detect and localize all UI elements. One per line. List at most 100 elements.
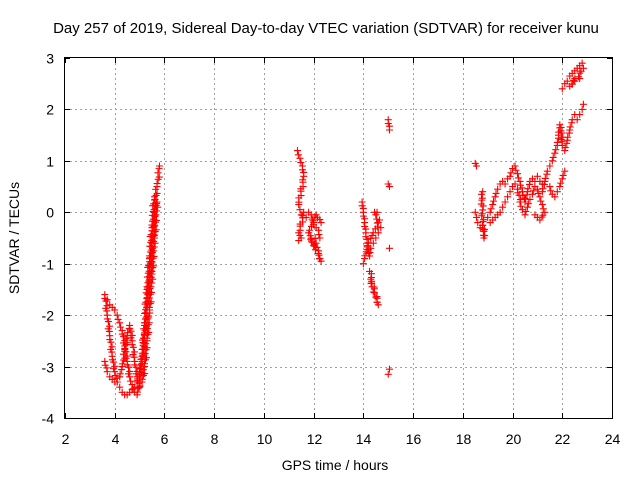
data-series [101,59,587,399]
data-point [514,174,522,182]
data-point [103,296,111,304]
series-arc-2 [293,147,308,245]
data-point [489,201,497,209]
data-point [367,234,375,242]
data-point [152,226,160,234]
data-point [118,360,126,368]
data-point [317,219,325,227]
data-point [538,201,546,209]
data-point [111,306,119,314]
data-point [480,216,488,224]
data-point [316,216,324,224]
data-point [566,123,574,131]
data-point [558,85,566,93]
x-tick-label: 12 [307,431,323,447]
data-point [145,267,153,275]
data-point [549,153,557,161]
series-arc-4c [384,116,393,378]
data-point [579,100,587,108]
data-point [138,355,146,363]
data-point [373,208,381,216]
series-arc-5e [558,59,587,93]
data-point [145,328,153,336]
x-tick-label: 20 [506,431,522,447]
x-tick-label: 4 [112,431,120,447]
data-point [314,249,322,257]
data-point [496,208,504,216]
data-point [577,67,585,75]
data-point [366,267,374,275]
data-point [551,149,559,157]
series-arc-4a [358,198,385,268]
data-point [127,327,135,335]
data-point [129,343,137,351]
data-point [116,370,124,378]
data-point [309,217,317,225]
data-point [143,354,151,362]
data-point [127,334,135,342]
data-point [491,193,499,201]
data-point [385,126,393,134]
data-point [541,174,549,182]
data-point [302,213,310,221]
plot-frame [64,57,613,419]
data-point [140,319,148,327]
data-point [518,206,526,214]
data-point [310,241,318,249]
data-point [557,179,565,187]
data-point [133,388,141,396]
data-point [506,172,514,180]
data-point [534,189,542,197]
series-arc-5a [471,159,489,242]
y-tick-label: -1 [42,257,55,273]
data-point [484,213,492,221]
data-point [558,175,566,183]
data-point [528,190,536,198]
data-point [472,213,480,221]
data-point [539,185,547,193]
data-point [122,354,130,362]
data-point [150,200,158,208]
data-point [294,151,302,159]
data-point [136,375,144,383]
data-point [143,304,151,312]
data-point [539,211,547,219]
data-point [146,242,154,250]
data-point [147,246,155,254]
series-arc-3 [302,208,325,265]
series-arc-1a [101,162,163,399]
data-point [385,183,393,191]
data-point [114,315,122,323]
data-point [547,187,555,195]
data-point [578,59,586,67]
series-arc-1b [101,198,162,391]
data-point [571,77,579,85]
series-arc-5d [538,100,587,201]
data-point [138,369,146,377]
x-tick-label: 22 [555,431,571,447]
y-tick-label: -3 [42,360,55,376]
data-point [364,239,372,247]
data-point [124,370,132,378]
data-point [517,202,525,210]
data-point [113,311,121,319]
data-point [575,73,583,81]
data-point [315,231,323,239]
data-point [140,330,148,338]
data-point [536,193,544,201]
data-point [561,144,569,152]
data-point [151,193,159,201]
series-arc-4b [366,267,382,309]
data-point [300,172,308,180]
data-point [140,325,148,333]
data-point [138,345,146,353]
grid-lines [65,58,612,418]
data-point [102,297,110,305]
data-point [487,205,495,213]
x-axis-tick-labels: 2 4 6 8 10 12 14 16 18 20 22 24 [62,431,621,447]
data-point [506,188,514,196]
chart-title: Day 257 of 2019, Sidereal Day-to-day VTE… [53,20,599,37]
data-point [155,162,163,170]
data-point [155,173,163,181]
